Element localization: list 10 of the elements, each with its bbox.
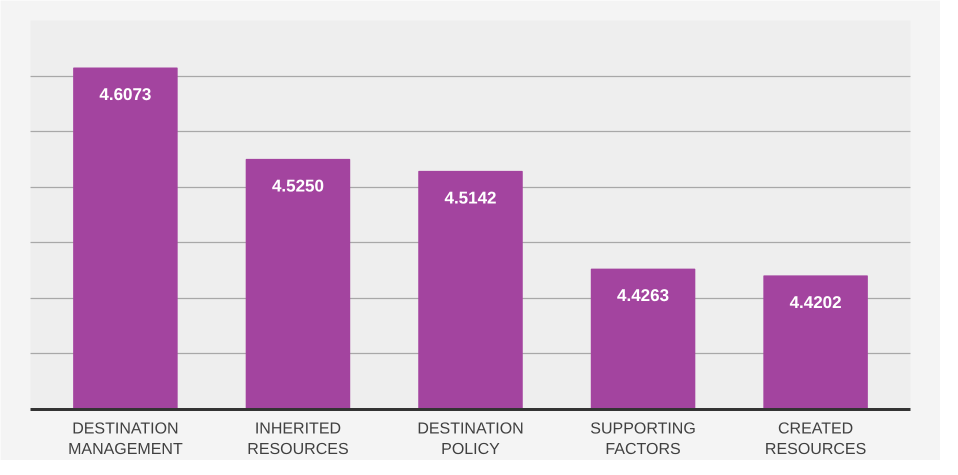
x-tick-label: DESTINATION MANAGEMENT: [68, 420, 183, 458]
x-tick-label: INHERITED RESOURCES: [247, 420, 349, 458]
x-tick-label: SUPPORTING FACTORS: [590, 420, 696, 458]
x-tick-label: CREATED RESOURCES: [764, 420, 866, 458]
data-label: 4.4202: [790, 292, 842, 312]
data-label: 4.6073: [99, 84, 152, 104]
x-tick-label: DESTINATION POLICY: [417, 420, 524, 458]
data-label: 4.5142: [444, 188, 496, 208]
data-label: 4.4263: [617, 286, 670, 306]
data-label: 4.5250: [272, 176, 324, 196]
